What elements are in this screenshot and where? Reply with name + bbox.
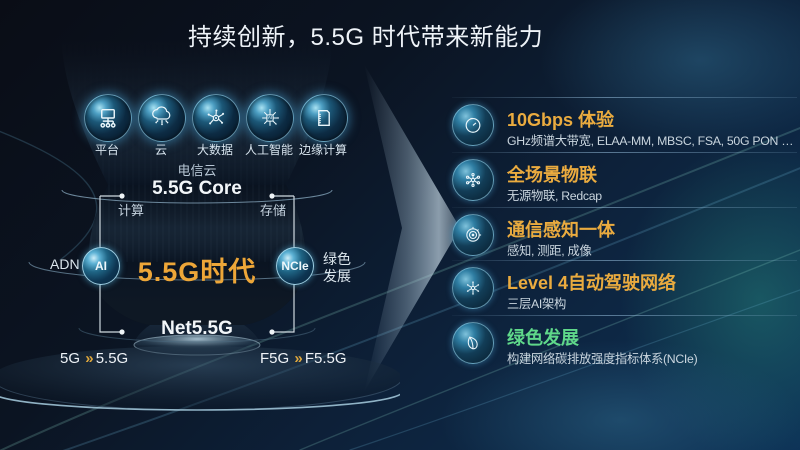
svg-text:AI: AI bbox=[268, 115, 272, 120]
